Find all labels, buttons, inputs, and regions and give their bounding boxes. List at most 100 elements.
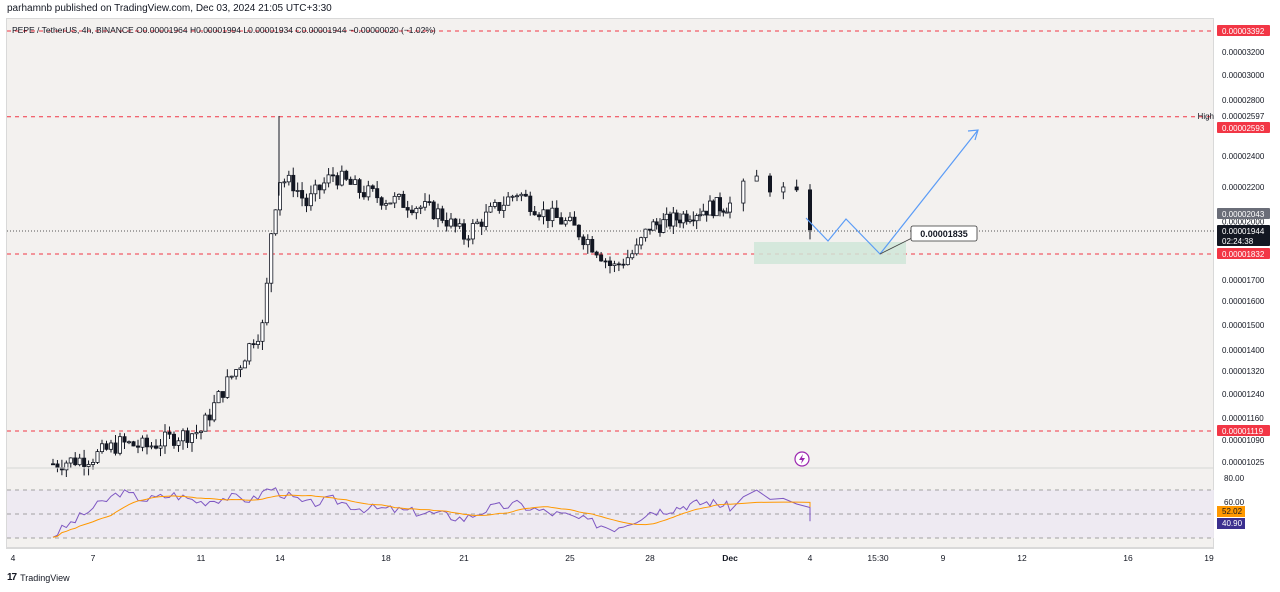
lightning-bolt [799,454,805,464]
y-tick-7: 0.00001600 [1222,297,1265,306]
x-tick-1: 7 [91,553,96,563]
candle-body-66 [344,170,349,180]
candle-body-21 [144,437,149,448]
candle-body-53 [286,174,291,183]
candle-body-102 [501,204,506,211]
x-tick-6: 25 [565,553,575,563]
candle-body-110 [537,214,542,218]
candle-body-164 [794,186,799,191]
candle-body-38 [220,391,225,398]
candle-body-114 [554,207,559,218]
candle-body-87 [435,208,440,220]
candle-body-60 [317,184,322,191]
candle-body-126 [608,260,613,266]
candle-body-71 [366,185,371,198]
rsi-pane [7,467,1214,539]
candle-body-42 [238,367,243,370]
candle-body-63 [330,174,335,177]
candle-body-22 [149,445,154,448]
y-tick-10: 0.00001320 [1222,367,1265,376]
candle-body-92 [457,223,462,227]
candle-body-47 [260,322,265,342]
candle-body-107 [523,193,528,197]
candle-body-89 [444,220,449,227]
candle-body-156 [718,197,723,212]
candle-body-118 [572,216,577,226]
candle-body-50 [273,209,278,235]
candle-body-128 [616,263,621,266]
price-label-bg-4 [1217,225,1270,246]
candle-body-88 [440,208,445,221]
candle-body-10 [95,451,100,463]
candle-body-158 [724,211,729,214]
published-header: parhamnb published on TradingView.com, D… [0,0,1280,18]
projection-arrowhead [967,129,979,141]
candle-body-138 [658,224,663,233]
chart-pane[interactable] [6,18,1214,548]
candle-body-35 [207,414,212,421]
candle-body-112 [545,209,550,222]
candle-body-144 [678,219,683,224]
candle-body-133 [639,237,644,246]
candle-body-153 [708,200,713,216]
x-tick-5: 21 [459,553,469,563]
y-tick-5: 0.00002000 [1222,217,1265,226]
candle-body-143 [674,212,679,221]
candle-body-31 [189,433,194,443]
y-tick-0: 0.00003200 [1222,48,1265,57]
candle-body-74 [379,197,384,206]
candle-body-59 [313,184,318,195]
candle-body-83 [418,206,423,209]
projection-path: 0.00001835 [805,129,979,255]
candle-body-52 [282,181,287,184]
candle-body-54 [291,174,296,192]
candle-body-0 [51,463,56,466]
price-axis-labels: 0.00003200 0.00003000 0.00002800 0.00002400… [1198,25,1270,529]
rsi-tick-1: 60.00 [1224,498,1245,507]
candles [51,116,813,478]
candle-body-140 [664,213,669,221]
candle-body-29 [180,430,185,442]
candle-body-100 [492,202,497,207]
candle-body-105 [515,195,520,198]
time-axis[interactable] [6,548,1214,569]
y-tick-1: 0.00003000 [1222,71,1265,80]
candle-body-127 [612,263,617,266]
candle-body-97 [479,221,484,227]
candle-body-149 [694,215,699,222]
y-tick-12: 0.00001160 [1222,414,1264,423]
candle-body-86 [431,201,436,220]
x-tick-13: 16 [1123,553,1133,563]
candle-body-72 [370,185,375,190]
candle-body-134 [643,228,648,239]
price-label-1: 0.00002597 [1222,112,1265,121]
candle-body-9 [91,462,96,465]
candle-body-12 [104,443,109,450]
x-tick-9: 4 [808,553,813,563]
y-tick-11: 0.00001240 [1222,390,1265,399]
candle-body-82 [414,208,419,214]
candle-body-142 [671,212,676,227]
candle-body-95 [470,223,475,240]
candle-body-28 [176,440,181,446]
x-tick-10: 15:30 [867,553,889,563]
candle-body-25 [162,431,167,447]
candle-body-129 [621,263,626,266]
candle-body-94 [466,238,471,241]
x-tick-12: 12 [1017,553,1027,563]
y-tick-9: 0.00001400 [1222,346,1265,355]
price-axis[interactable] [1215,18,1280,568]
rsi-ma-value: 52.02 [1222,507,1243,516]
target-zone [754,242,906,264]
candle-body-120 [581,236,586,246]
price-label-bg-6 [1217,425,1270,436]
candle-body-123 [594,251,599,256]
candle-body-65 [339,170,344,186]
candle-body-17 [127,441,132,444]
candle-body-109 [532,211,537,216]
candle-body-3 [64,462,69,471]
price-label-0: 0.00003392 [1222,27,1265,36]
candle-body-146 [684,213,689,222]
y-tick-8: 0.00001500 [1222,321,1265,330]
